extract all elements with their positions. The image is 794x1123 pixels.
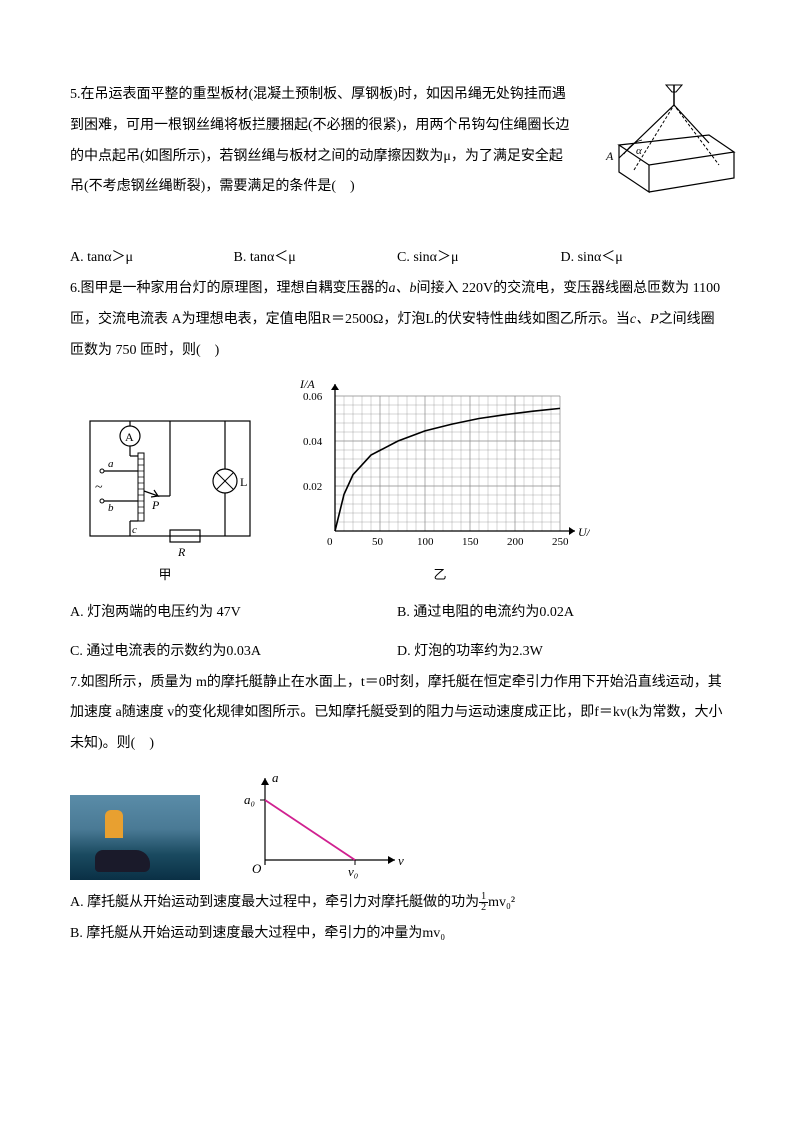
q5-opt-d: D. sinα＜μ xyxy=(561,243,725,274)
q5-opt-b: B. tanα＜μ xyxy=(234,243,398,274)
svg-text:I/A: I/A xyxy=(299,377,315,391)
q6-cp: c、P xyxy=(630,312,659,327)
q6-circuit: A a b ~ P c xyxy=(70,411,260,590)
graph-O: O xyxy=(252,861,262,876)
ammeter-label: A xyxy=(125,430,134,444)
label-A: A xyxy=(605,149,614,163)
circuit-caption: 甲 xyxy=(70,561,260,590)
q7-opt-b: B. 摩托艇从开始运动到速度最大过程中，牵引力的冲量为mv₀ xyxy=(70,919,724,950)
svg-text:200: 200 xyxy=(507,536,524,548)
q6-opt-b: B. 通过电阻的电流约为0.02A xyxy=(397,598,724,629)
q7-opt-a-pre: A. 摩托艇从开始运动到速度最大过程中，牵引力对摩托艇做的功为 xyxy=(70,895,479,910)
q7-figures: a v a₀ v₀ O xyxy=(70,770,724,880)
graph-a0: a₀ xyxy=(244,792,255,807)
question-6: 6.图甲是一种家用台灯的原理图，理想自耦变压器的a、b间接入 220V的交流电，… xyxy=(70,274,724,366)
q6-opt-c: C. 通过电流表的示数约为0.03A xyxy=(70,637,397,668)
question-7: 7.如图所示，质量为 m的摩托艇静止在水面上，t＝0时刻，摩托艇在恒定牵引力作用… xyxy=(70,668,724,760)
q7-text: 7.如图所示，质量为 m的摩托艇静止在水面上，t＝0时刻，摩托艇在恒定牵引力作用… xyxy=(70,675,723,752)
q7-photo xyxy=(70,795,200,880)
svg-text:0.02: 0.02 xyxy=(303,481,322,493)
graph-v: v xyxy=(398,853,404,868)
q6-opt-d: D. 灯泡的功率约为2.3W xyxy=(397,637,724,668)
svg-text:U/V: U/V xyxy=(578,525,590,539)
q5-options: A. tanα＞μ B. tanα＜μ C. sinα＞μ D. sinα＜μ xyxy=(70,243,724,274)
q7-opt-a: A. 摩托艇从开始运动到速度最大过程中，牵引力对摩托艇做的功为12mv₀² xyxy=(70,888,724,919)
q6-chart: 0 50 100 150 200 250 0.02 0.04 0.06 U/V I/A 乙 xyxy=(290,376,590,590)
q5-text: 5.在吊运表面平整的重型板材(混凝土预制板、厚钢板)时，如因吊绳无处钩挂而遇到困… xyxy=(70,80,570,203)
q5-opt-c: C. sinα＞μ xyxy=(397,243,561,274)
svg-text:100: 100 xyxy=(417,536,434,548)
q6-opt-a: A. 灯泡两端的电压约为 47V xyxy=(70,598,397,629)
q7-graph: a v a₀ v₀ O xyxy=(240,770,410,880)
q6-options-2: C. 通过电流表的示数约为0.03A D. 灯泡的功率约为2.3W xyxy=(70,637,724,668)
graph-a: a xyxy=(272,770,279,785)
circuit-b: b xyxy=(108,502,114,514)
circuit-c: c xyxy=(132,524,137,536)
circuit-tilde: ~ xyxy=(95,480,103,495)
circuit-P: P xyxy=(151,498,160,512)
svg-text:0.04: 0.04 xyxy=(303,436,323,448)
q5-diagram: A α xyxy=(604,80,744,210)
q6-text-1: 6.图甲是一种家用台灯的原理图，理想自耦变压器的 xyxy=(70,281,389,296)
svg-text:0.06: 0.06 xyxy=(303,391,323,403)
svg-text:150: 150 xyxy=(462,536,479,548)
circuit-R: R xyxy=(177,545,186,559)
q5-opt-a: A. tanα＞μ xyxy=(70,243,234,274)
circuit-L: L xyxy=(240,475,247,489)
label-alpha: α xyxy=(636,145,642,157)
question-5: 5.在吊运表面平整的重型板材(混凝土预制板、厚钢板)时，如因吊绳无处钩挂而遇到困… xyxy=(70,80,724,203)
q6-ab: a、b xyxy=(389,281,417,296)
svg-text:250: 250 xyxy=(552,536,569,548)
q7-opt-a-post: mv₀² xyxy=(488,895,515,910)
svg-text:50: 50 xyxy=(372,536,384,548)
circuit-a: a xyxy=(108,458,114,470)
svg-text:0: 0 xyxy=(327,536,333,548)
q6-options-1: A. 灯泡两端的电压约为 47V B. 通过电阻的电流约为0.02A xyxy=(70,598,724,629)
chart-caption: 乙 xyxy=(290,561,590,590)
graph-v0: v₀ xyxy=(348,864,358,879)
q6-figures: A a b ~ P c xyxy=(70,376,724,590)
fraction-half: 12 xyxy=(479,892,488,913)
